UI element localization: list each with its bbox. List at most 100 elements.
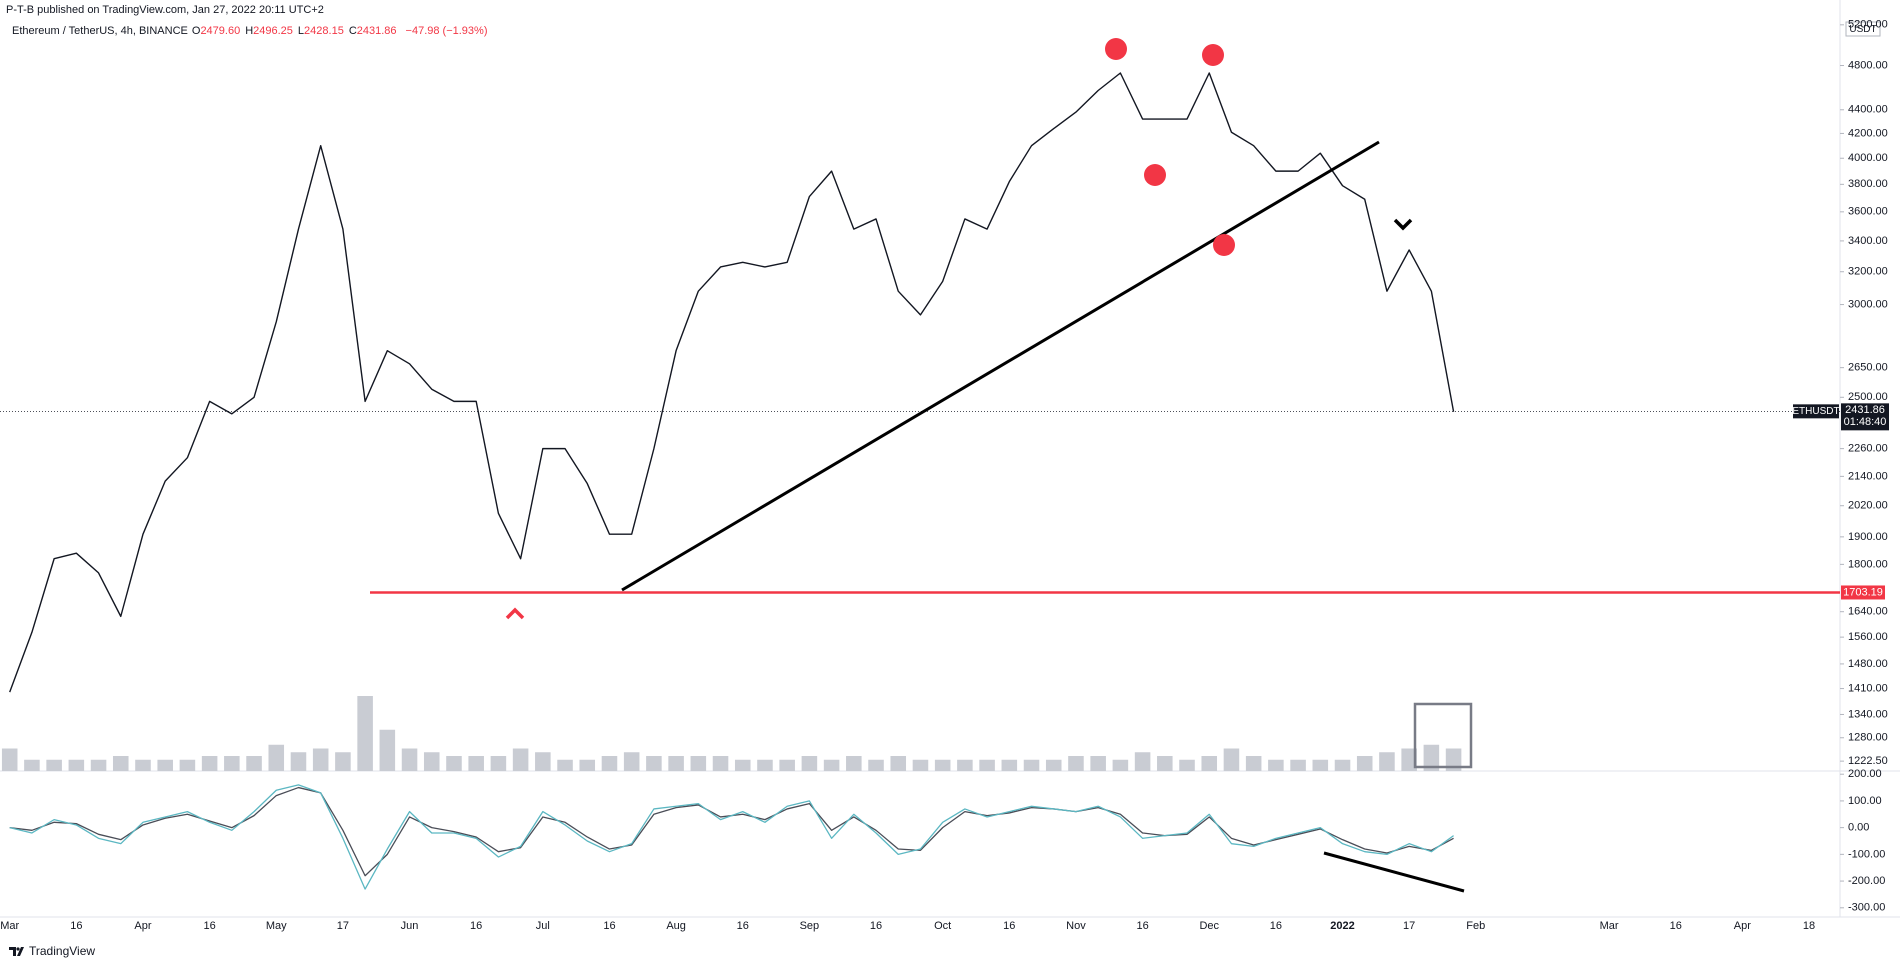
volume-bar [957,759,973,771]
volume-bar [379,729,396,771]
highlight-box [1413,702,1473,769]
x-tick-label: 16 [737,920,749,932]
x-tick-label: May [266,920,287,932]
countdown-label: 01:48:40 [1844,416,1887,428]
volume-bar [1445,748,1462,771]
volume-bar [357,696,373,771]
y-tick-label: 3400.00 [1848,235,1888,247]
volume-bar [1268,759,1284,771]
symbol-subtitle: Ethereum / TetherUS, 4h, BINANCE [12,25,188,37]
volume-bar [1356,756,1373,771]
ohlc-key: O [191,25,201,37]
volume-bar [1134,752,1151,771]
y-tick-label: 4200.00 [1848,127,1888,139]
ohlc-key: L [297,25,305,37]
volume-bar [112,756,129,771]
volume-bar [24,759,40,771]
volume-bar [312,748,329,771]
y-tick-label: 4800.00 [1848,59,1888,71]
volume-bar [712,756,729,771]
y-tick-label: 5200.00 [1848,19,1888,31]
ohlc-value: 2496.25 [253,25,293,37]
osc-trendline [1323,851,1465,893]
x-tick-label: Oct [934,920,951,932]
volume-bar [1334,759,1351,771]
x-tick-label: 16 [70,920,82,932]
y-tick-label: 1280.00 [1848,732,1888,744]
x-tick-label: 17 [1403,920,1415,932]
volume-bar [335,752,351,771]
volume-bar [268,744,285,771]
volume-bar [490,756,507,771]
volume-bar [401,748,418,771]
last-price-box [1841,403,1889,431]
volume-bar [1245,756,1262,771]
support-label: 1703.19 [1843,586,1883,598]
volume-bar [1201,756,1218,771]
volume-bar [246,756,262,771]
volume-bar [623,752,640,771]
x-tick-label: Nov [1066,920,1086,932]
x-tick-label: Jul [536,920,550,932]
x-tick-label: 16 [870,920,882,932]
x-tick-label: Sep [800,920,820,932]
volume-bar [224,756,240,771]
y-tick-label: 2140.00 [1848,470,1888,482]
osc-tick-label: -200.00 [1848,875,1885,887]
volume-bar [1023,759,1040,771]
y-tick-label: 4000.00 [1848,152,1888,164]
brand-logo [9,947,24,956]
volume-bar [757,759,773,771]
x-tick-label: 16 [1670,920,1682,932]
osc-tick-label: 100.00 [1848,795,1882,807]
x-tick-label: 16 [470,920,482,932]
volume-bar [1045,759,1062,771]
x-tick-label: 16 [603,920,615,932]
y-tick-label: 1410.00 [1848,682,1888,694]
y-tick-label: 3600.00 [1848,206,1888,218]
x-tick-label: 16 [1003,920,1015,932]
volume-bar [912,759,929,771]
volume-bar [979,759,995,771]
volume-bar [690,756,707,771]
pivot-dot [1202,44,1224,66]
ohlc-value: 2428.15 [304,25,344,37]
volume-bar [535,752,551,771]
volume-bar [46,759,62,771]
volume-bar [90,759,107,771]
brand-name: TradingView [29,944,96,958]
x-tick-label: Apr [1734,920,1751,932]
volume-bar [868,759,884,771]
volume-bar [1090,756,1106,771]
volume-bar [68,759,85,771]
volume-bar [779,759,795,771]
volume-bar [1179,759,1195,771]
volume-bar [1,748,18,771]
y-tick-label: 1640.00 [1848,606,1888,618]
last-price-label: 2431.86 [1845,404,1885,416]
currency-label: USDT [1849,24,1876,35]
volume-bar [290,752,307,771]
y-tick-label: 3200.00 [1848,266,1888,278]
pivot-dot [1144,164,1166,186]
volume-bar [1401,748,1417,771]
volume-bar [201,756,218,771]
y-tick-label: 1222.50 [1848,755,1888,767]
y-tick-label: 2260.00 [1848,443,1888,455]
volume-bar [1379,752,1395,771]
chevron-down [1393,218,1413,231]
x-tick-label: Apr [134,920,151,932]
price-line [9,72,1455,693]
y-tick-label: 1340.00 [1848,708,1888,720]
ohlc-key: H [245,25,254,37]
volume-bar [801,756,818,771]
volume-bar [179,759,196,771]
x-tick-label: 18 [1803,920,1815,932]
pivot-dot [1213,234,1235,256]
volume-bar [668,756,684,771]
volume-bar [846,756,862,771]
volume-bar [423,752,440,771]
publisher: P-T-B published on TradingView.com, Jan … [6,4,324,16]
